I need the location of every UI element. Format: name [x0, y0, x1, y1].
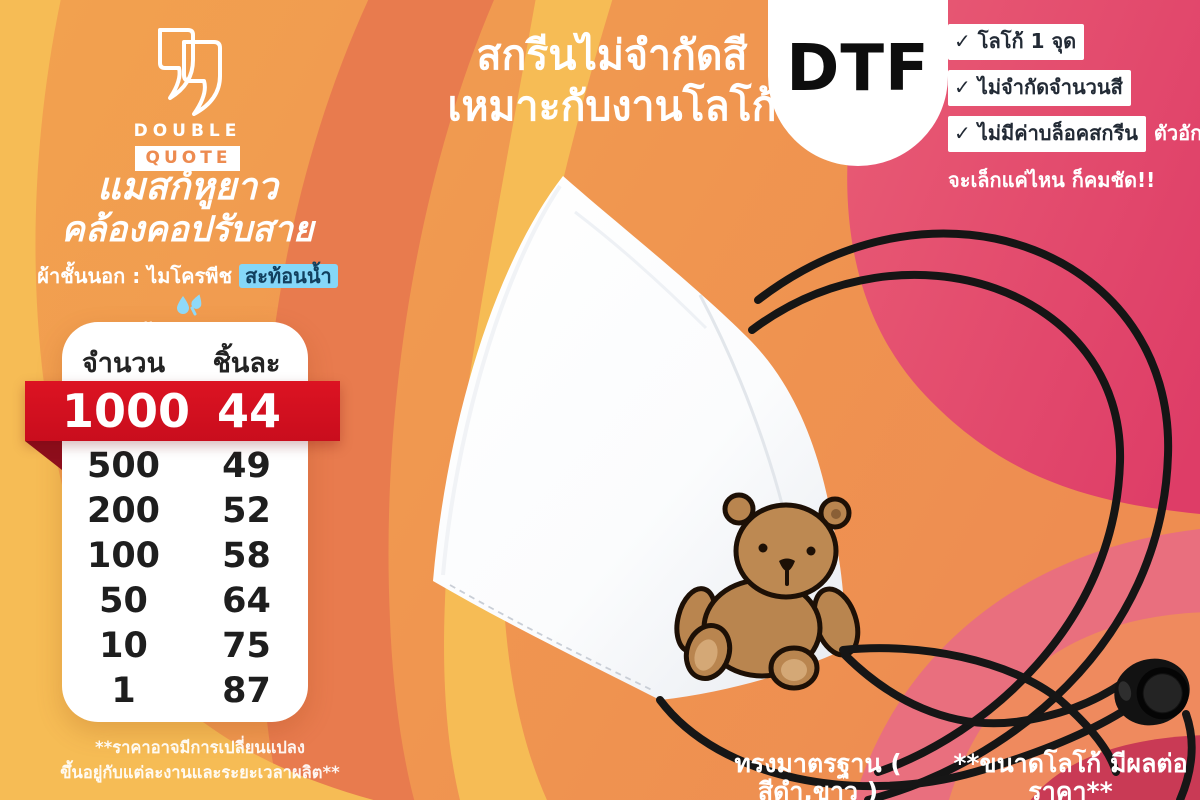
- feature-chip: ✓ ไม่มีค่าบล็อคสกรีน: [948, 116, 1146, 152]
- headline-line1: สกรีนไม่จำกัดสี: [476, 31, 748, 79]
- check-icon: ✓: [954, 121, 971, 145]
- price-header: ชิ้นละ: [212, 348, 281, 379]
- outer-fabric-label: ผ้าชั้นนอก : ไมโครพีช: [37, 264, 233, 289]
- neck-cord-front: [656, 644, 1196, 800]
- inner-fabric-line: ผ้าชั้นใน : มัสลิน: [114, 324, 261, 349]
- water-repellent-chip: สะท้อนน้ำ: [239, 264, 338, 289]
- feature-label: ไม่จำกัดจำนวนสี: [977, 75, 1123, 99]
- product-info: แมสก์หูยาว คล้องคอปรับสาย ผ้าชั้นนอก : ไ…: [30, 165, 345, 351]
- qty-cell: 100: [86, 536, 161, 576]
- feature-label: ไม่มีค่าบล็อคสกรีน: [977, 121, 1138, 145]
- disclaimer-line1: **ราคาอาจมีการเปลี่ยนแปลง: [95, 738, 305, 757]
- footer-style-note: ทรงมาตรฐาน ( สีดำ,ขาว ) มีของพร้อมสกรีน …: [693, 750, 943, 800]
- brand-name-double: DOUBLE: [133, 121, 242, 141]
- dtf-badge: DTF: [768, 0, 948, 166]
- price-disclaimer: **ราคาอาจมีการเปลี่ยนแปลง ขึ้นอยู่กับแต่…: [25, 736, 375, 786]
- check-icon: ✓: [954, 29, 971, 53]
- features-checklist: ✓ โลโก้ 1 จุด ✓ ไม่จำกัดจำนวนสี ✓ ไม่มีค่าบล็…: [948, 24, 1200, 196]
- price-row: 200 52: [62, 489, 308, 534]
- ribbon-price: 44: [217, 384, 282, 438]
- headline-line2: เหมาะกับงานโลโก้: [447, 82, 777, 131]
- qty-cell: 1: [111, 671, 136, 711]
- price-row: 10 75: [62, 624, 308, 669]
- best-price-ribbon: 1000 44: [25, 381, 340, 441]
- disclaimer-line2: ขึ้นอยู่กับแต่ละงานและระยะเวลาผลิต**: [60, 762, 340, 782]
- price-row: 100 58: [62, 534, 308, 579]
- price-cell: 58: [222, 536, 271, 576]
- price-rows: 500 49 200 52 100 58 50 64 10 75 1 87: [62, 444, 308, 714]
- double-quote-icon: [157, 28, 222, 116]
- qty-cell: 10: [99, 626, 148, 666]
- cord-lock-toggle: [1114, 658, 1190, 726]
- feature-item: ✓ไม่มีค่าบล็อคสกรีน ตัวอักษร: [948, 116, 1200, 152]
- style-title: ทรงมาตรฐาน ( สีดำ,ขาว ): [734, 749, 902, 800]
- qty-cell: 50: [99, 581, 148, 621]
- features-tagline: จะเล็กแค่ไหน ก็คมชัด!!: [948, 168, 1156, 192]
- qty-cell: 500: [86, 446, 161, 486]
- price-cell: 49: [222, 446, 271, 486]
- qty-header: จำนวน: [81, 348, 166, 379]
- mask-product-photo: [433, 176, 1196, 800]
- feature-chip: ✓ โลโก้ 1 จุด: [948, 24, 1085, 60]
- check-icon: ✓: [954, 75, 971, 99]
- product-title-line2: คล้องคอปรับสาย: [61, 209, 314, 250]
- price-cell: 75: [222, 626, 271, 666]
- feature-item: ✓ โลโก้ 1 จุด: [948, 24, 1198, 60]
- outer-fabric-line: ผ้าชั้นนอก : ไมโครพีช สะท้อนน้ำ: [30, 261, 345, 321]
- teddy-bear-logo: [674, 492, 861, 691]
- brand-logo: DOUBLE QUOTE: [100, 26, 275, 171]
- feature-label: โลโก้ 1 จุด: [977, 29, 1077, 53]
- feature-item: ✓ ไม่จำกัดจำนวนสี: [948, 70, 1198, 106]
- qty-cell: 200: [86, 491, 161, 531]
- brand-name-quote: QUOTE: [134, 146, 241, 171]
- footer-logo-note: **ขนาดโลโก้ มีผลต่อราคา** ราคาในตาราง คื…: [948, 750, 1193, 800]
- price-cell: 52: [222, 491, 271, 531]
- price-cell: 87: [222, 671, 271, 711]
- water-droplets-icon: [176, 294, 201, 316]
- dtf-label: DTF: [786, 32, 930, 106]
- logo-size-title: **ขนาดโลโก้ มีผลต่อราคา**: [953, 749, 1188, 800]
- feature-suffix: ตัวอักษร: [1153, 121, 1200, 145]
- ribbon-qty: 1000: [62, 384, 191, 438]
- feature-chip: ✓ ไม่จำกัดจำนวนสี: [948, 70, 1131, 106]
- price-row: 1 87: [62, 669, 308, 714]
- main-headline: สกรีนไม่จำกัดสี เหมาะกับงานโลโก้: [428, 30, 796, 133]
- neck-cord-back: [748, 229, 1173, 800]
- price-row: 50 64: [62, 579, 308, 624]
- product-title-line1: แมสก์หูยาว: [97, 165, 278, 208]
- price-cell: 64: [222, 581, 271, 621]
- price-row: 500 49: [62, 444, 308, 489]
